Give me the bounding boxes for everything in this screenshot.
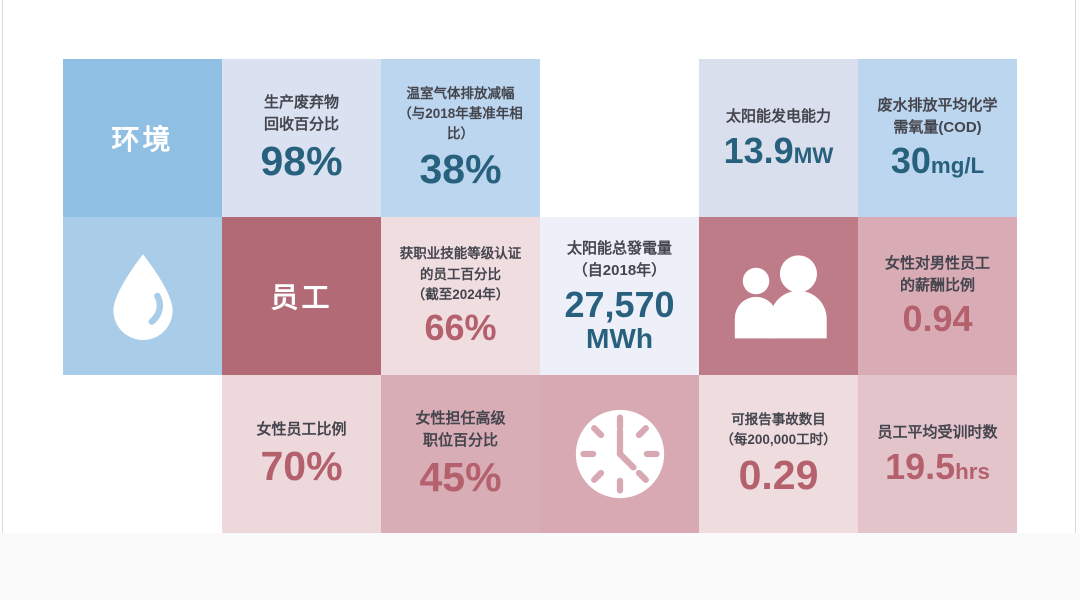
tile-incidents: 可报告事故数目 （每200,000工时） 0.29 <box>699 375 858 533</box>
female-ratio-value: 70% <box>260 442 343 489</box>
empty-cell <box>63 375 222 533</box>
training-hours-unit: hrs <box>955 458 990 484</box>
clock-icon <box>575 409 664 499</box>
slide-bottom-margin <box>0 533 1080 600</box>
training-hours-label: 员工平均受训时数 <box>877 423 998 441</box>
solar-capacity-label: 太阳能发电能力 <box>725 107 831 125</box>
skill-certified-value: 66% <box>424 307 497 349</box>
tile-ghg-reduction: 温室气体排放减幅 （与2018年基准年相比） 38% <box>381 59 540 217</box>
tile-training-hours: 员工平均受训时数 19.5hrs <box>858 375 1017 533</box>
section-header-employees: 员工 <box>222 217 381 375</box>
tile-skill-certified: 获职业技能等级认证 的员工百分比 （截至2024年） 66% <box>381 217 540 375</box>
solar-generation-value: 27,570 MWh <box>564 283 675 355</box>
tile-water-drop <box>63 217 222 375</box>
tile-waste-recycling: 生产废弃物 回收百分比 98% <box>222 59 381 217</box>
pay-ratio-label: 女性对男性员工 的薪酬比例 <box>884 254 990 294</box>
wastewater-cod-value: 30mg/L <box>891 141 984 181</box>
training-hours-number: 19.5 <box>885 445 956 487</box>
skill-certified-label: 获职业技能等级认证 的员工百分比 （截至2024年） <box>399 246 522 302</box>
female-senior-label: 女性担任高级 职位百分比 <box>415 410 506 449</box>
solar-capacity-number: 13.9 <box>723 129 794 171</box>
tile-pay-ratio: 女性对男性员工 的薪酬比例 0.94 <box>858 217 1017 375</box>
solar-generation-number: 27,570 <box>564 283 675 325</box>
wastewater-cod-label: 废水排放平均化学 需氧量(COD) <box>877 96 998 136</box>
pay-ratio-value: 0.94 <box>902 298 973 340</box>
solar-capacity-unit: MW <box>793 142 834 168</box>
slide-right-edge <box>1075 0 1076 600</box>
training-hours-value: 19.5hrs <box>885 445 990 487</box>
female-ratio-label: 女性员工比例 <box>256 421 347 439</box>
waste-recycling-label: 生产废弃物 回收百分比 <box>263 94 339 133</box>
section-header-environment: 环境 <box>63 59 222 217</box>
tile-female-ratio: 女性员工比例 70% <box>222 375 381 533</box>
solar-capacity-value: 13.9MW <box>723 129 834 171</box>
waste-recycling-value: 98% <box>260 137 343 184</box>
tile-wastewater-cod: 废水排放平均化学 需氧量(COD) 30mg/L <box>858 59 1017 217</box>
wastewater-cod-number: 30 <box>890 140 931 182</box>
esg-metrics-grid: 环境 生产废弃物 回收百分比 98% 温室气体排放减幅 （与2018年基准年相比… <box>63 59 1017 533</box>
incidents-label: 可报告事故数目 （每200,000工时） <box>720 411 837 447</box>
ghg-reduction-value: 38% <box>419 146 502 193</box>
solar-generation-unit: MWh <box>585 323 654 355</box>
slide-left-edge <box>2 0 3 533</box>
tile-female-senior: 女性担任高级 职位百分比 45% <box>381 375 540 533</box>
water-drop-icon <box>112 254 173 340</box>
incidents-value: 0.29 <box>738 452 819 499</box>
environment-title: 环境 <box>111 124 174 155</box>
people-icon <box>734 255 827 339</box>
employees-title: 员工 <box>270 282 333 313</box>
wastewater-cod-unit: mg/L <box>930 153 985 179</box>
tile-people <box>699 217 858 375</box>
ghg-reduction-label: 温室气体排放减幅 （与2018年基准年相比） <box>398 85 523 142</box>
solar-generation-label: 太阳能总發電量 （自2018年） <box>566 240 672 279</box>
tile-solar-generation: 太阳能总發電量 （自2018年） 27,570 MWh <box>540 217 699 375</box>
female-senior-value: 45% <box>419 453 502 500</box>
tile-solar-capacity: 太阳能发电能力 13.9MW <box>699 59 858 217</box>
empty-cell <box>540 59 699 217</box>
tile-clock <box>540 375 699 533</box>
